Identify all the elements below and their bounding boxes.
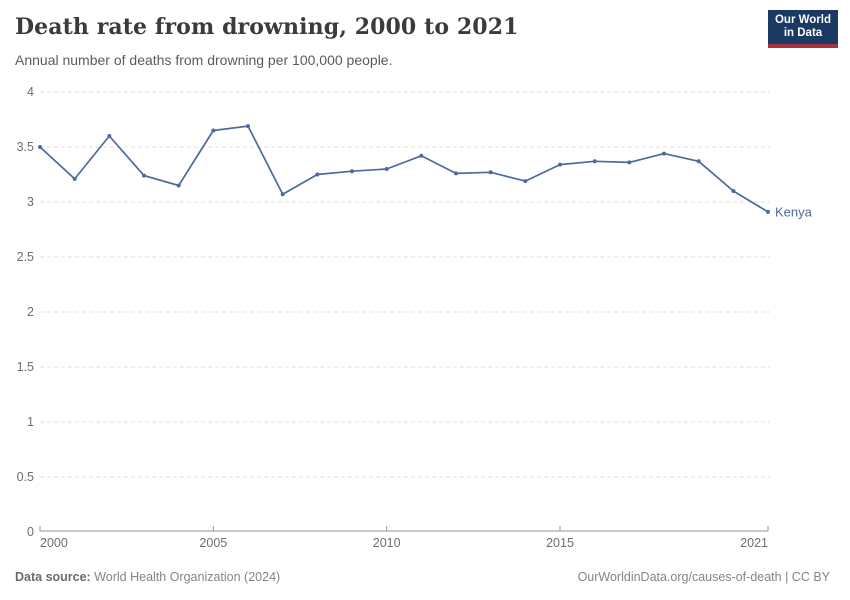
chart-subtitle: Annual number of deaths from drowning pe… [15,52,393,68]
data-point[interactable] [315,172,320,177]
x-axis-tick-label: 2010 [373,536,401,550]
y-axis-tick-label: 0 [27,525,34,539]
data-point[interactable] [454,171,458,176]
data-point[interactable] [176,183,181,188]
x-axis-tick-label: 2015 [546,536,574,550]
data-point[interactable] [627,160,632,165]
series-line-kenya[interactable] [39,125,769,213]
data-source-note: Data source: World Health Organization (… [15,570,280,584]
data-point[interactable] [142,173,146,178]
data-point[interactable] [280,192,285,197]
chart-title: Death rate from drowning, 2000 to 2021 [15,14,519,40]
data-point[interactable] [592,159,597,164]
data-point[interactable] [350,169,354,174]
x-axis-tick-label: 2005 [199,536,227,550]
data-point[interactable] [384,167,389,171]
y-axis-tick-label: 3 [27,195,34,209]
y-axis-tick-label: 2 [27,305,34,319]
data-point[interactable] [731,189,736,193]
data-point[interactable] [72,176,77,181]
x-axis-tick-label: 2000 [40,536,68,550]
owid-logo-line1: Our World [774,14,831,26]
data-point[interactable] [696,159,701,164]
data-point[interactable] [246,124,250,129]
credit-link[interactable]: OurWorldinData.org/causes-of-death | CC … [577,570,830,584]
data-point[interactable] [662,151,666,156]
data-point[interactable] [488,170,493,175]
owid-logo[interactable]: Our World in Data [768,10,838,48]
y-axis-tick-label: 2.5 [17,250,34,264]
data-point[interactable] [766,209,770,214]
series-label-kenya[interactable]: Kenya [775,204,813,219]
y-axis-tick-label: 3.5 [17,140,34,154]
data-source-value: World Health Organization (2024) [90,570,281,584]
owid-logo-line2: in Data [783,27,823,39]
chart-footer: Data source: World Health Organization (… [15,570,830,584]
data-source-label: Data source: [15,570,91,584]
y-axis-tick-label: 1 [27,415,34,429]
x-axis-tick-label: 2021 [740,536,768,550]
data-point[interactable] [558,162,562,167]
data-point[interactable] [211,128,216,133]
data-point[interactable] [38,145,42,149]
data-point[interactable] [523,179,528,184]
y-axis-tick-label: 1.5 [17,360,34,374]
data-point[interactable] [107,134,112,138]
y-axis-tick-label: 4 [27,85,34,99]
data-point[interactable] [419,153,424,158]
y-axis-tick-label: 0.5 [17,470,34,484]
